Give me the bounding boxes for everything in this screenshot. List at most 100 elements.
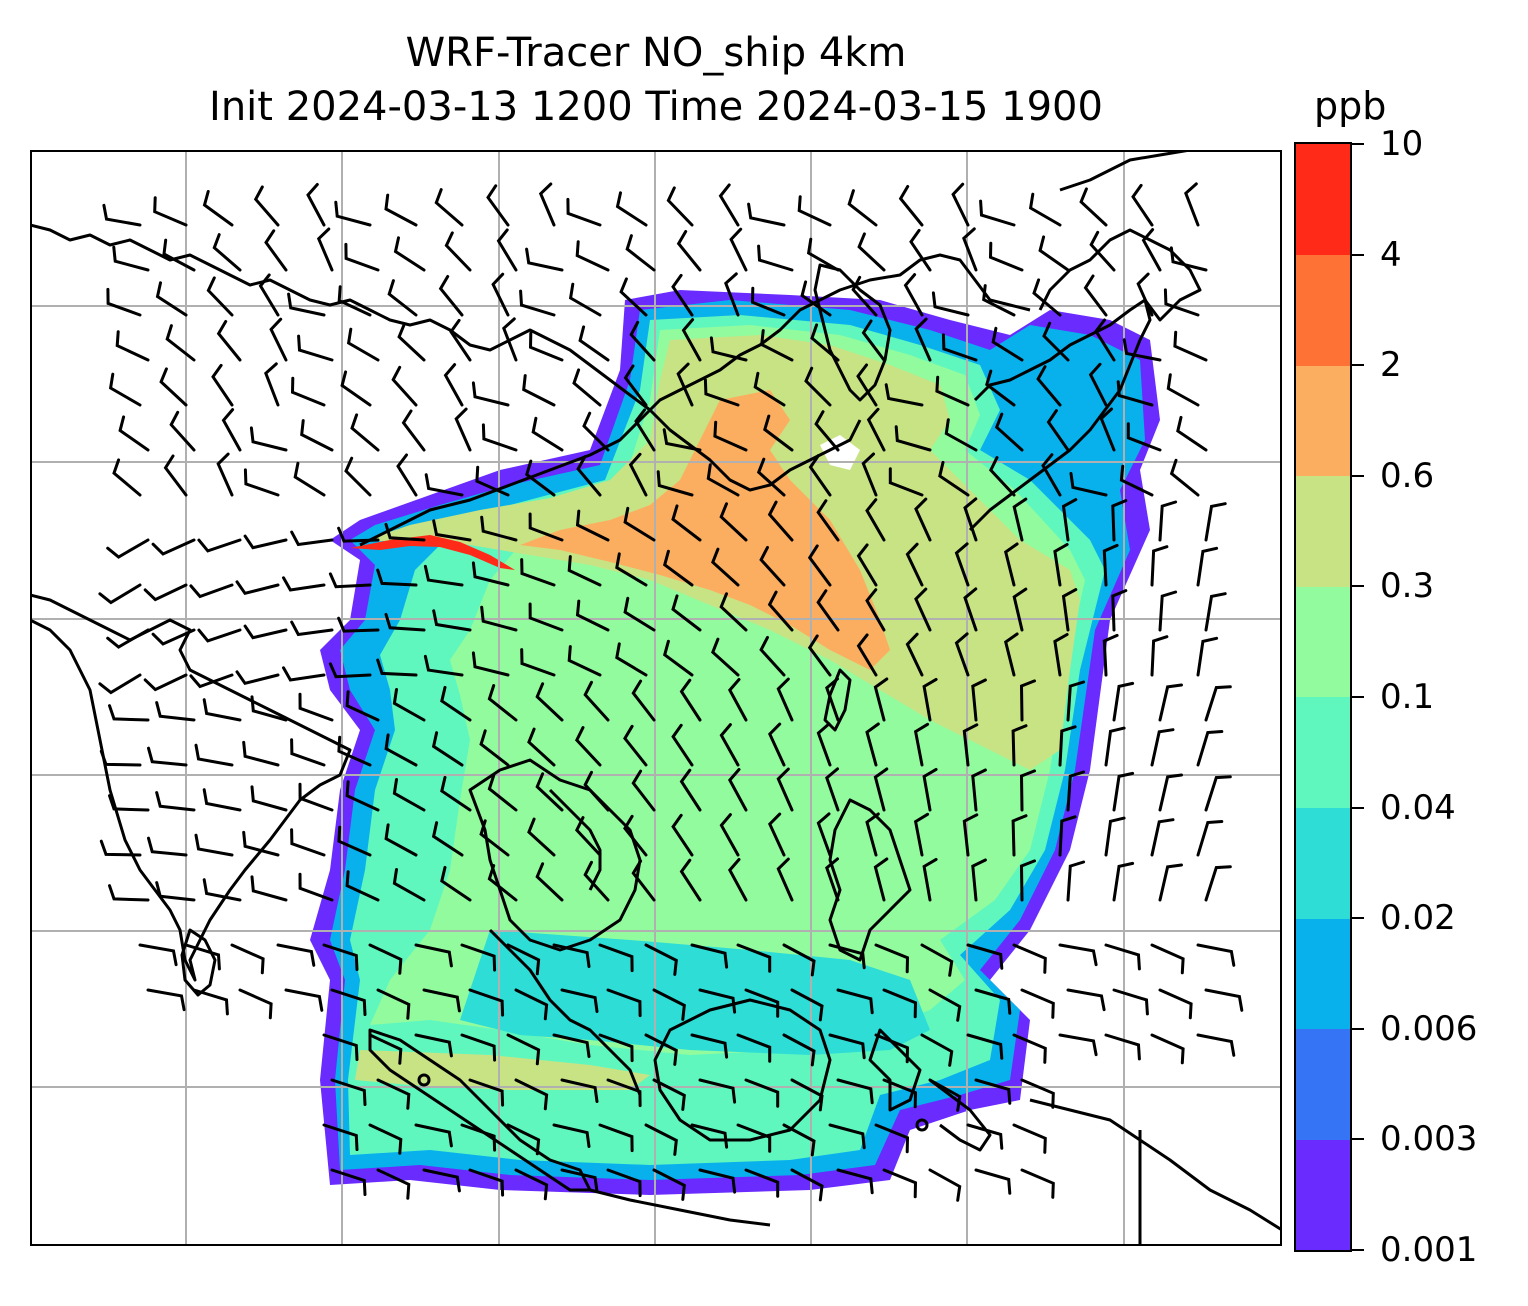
wind-barb — [935, 375, 970, 407]
calm-wind-marker — [417, 1073, 431, 1087]
wind-barb — [330, 1168, 367, 1196]
wind-barb — [258, 273, 280, 317]
wind-barb — [106, 628, 150, 649]
coast-sumatra — [368, 1028, 592, 1192]
wind-barb — [966, 1123, 1004, 1150]
wind-barb — [727, 678, 748, 722]
wind-barb — [422, 1168, 461, 1193]
wind-barb — [169, 410, 196, 452]
wind-barb — [337, 735, 372, 767]
wind-barb — [814, 410, 840, 452]
wind-barb — [1099, 407, 1116, 452]
coast-vietnam-interior — [548, 788, 602, 891]
colorbar-segment — [1296, 918, 1350, 1030]
wind-barb — [350, 413, 380, 452]
wind-barb — [276, 943, 316, 967]
wind-barb — [991, 326, 1024, 362]
wind-barb — [1112, 861, 1135, 902]
wind-barb — [249, 426, 288, 452]
wind-barb — [623, 364, 648, 407]
wind-barb — [623, 724, 648, 767]
wind-barb — [909, 228, 932, 272]
colorbar-tick — [1352, 1249, 1364, 1251]
wind-barb — [690, 943, 729, 969]
wind-barb — [736, 1123, 772, 1153]
wind-barb — [727, 768, 748, 812]
wind-barb — [583, 860, 610, 902]
wind-barb — [392, 778, 426, 812]
wind-barb — [391, 365, 418, 407]
wind-barb — [506, 943, 541, 976]
wind-barb — [221, 408, 242, 452]
wind-barb — [328, 662, 372, 679]
wind-barb — [468, 1168, 505, 1197]
wind-barb — [816, 812, 832, 857]
wind-barb — [1083, 274, 1108, 317]
coast-sakhalin — [1059, 150, 1191, 192]
wind-barb — [767, 590, 794, 632]
wind-barb — [873, 857, 889, 902]
wind-barb — [931, 291, 970, 317]
wind-barb — [290, 828, 326, 857]
wind-barb — [790, 988, 824, 1022]
wind-barb — [816, 499, 840, 542]
wind-barb — [211, 363, 234, 407]
wind-barb — [644, 1123, 678, 1156]
wind-barb — [652, 1078, 686, 1111]
wind-barb — [941, 333, 978, 362]
wind-barb — [1158, 500, 1178, 542]
wind-barb — [293, 461, 326, 497]
wind-barb — [1088, 362, 1108, 407]
colorbar-tick — [1352, 253, 1364, 256]
wind-barb — [615, 642, 648, 677]
wind-barb — [519, 289, 556, 317]
wind-barb — [330, 1078, 367, 1106]
wind-barb — [1053, 633, 1069, 677]
wind-barb — [1150, 545, 1169, 587]
wind-barb — [384, 193, 418, 227]
wind-barb — [719, 592, 748, 632]
wind-barb — [905, 542, 924, 587]
wind-barb — [567, 555, 602, 587]
wind-barb — [1053, 543, 1069, 587]
wind-barb — [1069, 472, 1108, 497]
wind-barb — [282, 576, 326, 592]
wind-barb — [598, 1123, 634, 1153]
wind-barb — [736, 1033, 772, 1063]
wind-barb — [138, 943, 178, 967]
wind-barb — [316, 227, 334, 272]
wind-barb — [767, 500, 794, 542]
wind-barb — [1116, 380, 1154, 407]
wind-barb — [1079, 187, 1108, 227]
wind-barb — [914, 317, 932, 362]
wind-barb — [631, 859, 656, 902]
wind-barb — [108, 884, 150, 902]
wind-barb — [393, 236, 426, 272]
wind-barb — [763, 414, 794, 452]
wind-barb — [727, 858, 748, 902]
wind-barb — [873, 767, 889, 812]
wind-barb — [1158, 988, 1193, 1020]
colorbar-segment — [1296, 144, 1350, 256]
wind-barb — [671, 594, 702, 632]
wind-barb — [994, 412, 1024, 452]
wind-barb — [376, 568, 418, 587]
wind-barb — [1204, 685, 1232, 722]
wind-barb — [118, 415, 150, 452]
coast-newguinea — [1029, 1098, 1282, 1232]
wind-barb — [487, 864, 518, 902]
wind-barb — [242, 830, 280, 857]
wind-barb — [782, 1033, 816, 1067]
wind-barb — [747, 202, 786, 227]
wind-barb — [1102, 633, 1119, 677]
wind-barb — [1204, 988, 1244, 1012]
wind-barbs — [98, 182, 1244, 1202]
wind-barb — [884, 383, 924, 407]
wind-barb — [230, 943, 265, 975]
wind-barb — [376, 1078, 411, 1110]
wind-barb — [750, 286, 786, 317]
wind-barb — [1173, 330, 1208, 362]
wind-barb — [988, 456, 1016, 497]
wind-barb — [1204, 502, 1227, 542]
wind-barb — [582, 411, 610, 452]
